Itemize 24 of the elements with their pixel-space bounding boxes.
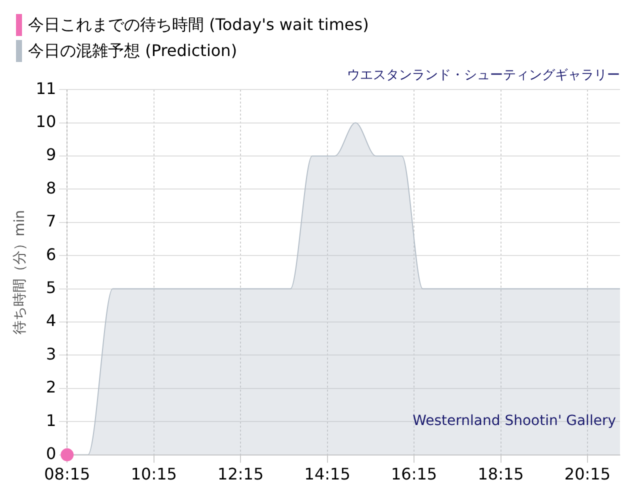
x-tick-label: 12:15 — [218, 464, 264, 484]
legend-label: 今日これまでの待ち時間 (Today's wait times) — [28, 14, 369, 36]
y-tick-label: 0 — [46, 444, 56, 463]
x-tick-label: 20:15 — [564, 464, 611, 484]
chart-title: ウエスタンランド・シューティングギャラリー — [347, 68, 620, 84]
y-tick-label: 11 — [36, 78, 56, 98]
y-tick-label: 9 — [46, 145, 56, 164]
y-tick-label: 2 — [46, 378, 56, 397]
y-axis-title: 待ち時間（分）min — [12, 210, 28, 334]
x-tick-label: 14:15 — [304, 464, 350, 484]
x-tick-label: 08:15 — [44, 464, 90, 484]
y-tick-label: 6 — [46, 244, 56, 264]
y-tick-label: 8 — [46, 178, 56, 198]
y-tick-label: 5 — [46, 278, 56, 297]
y-tick-label: 4 — [46, 311, 56, 330]
legend-label: 今日の混雑予想 (Prediction) — [28, 40, 238, 62]
y-tick-label: 1 — [46, 410, 56, 430]
x-tick-label: 10:15 — [130, 464, 177, 484]
annotation: Westernland Shootin' Gallery — [412, 412, 616, 429]
y-tick-label: 7 — [46, 212, 56, 231]
x-tick-label: 18:15 — [478, 464, 524, 484]
y-tick-label: 10 — [36, 112, 56, 131]
x-tick-label: 16:15 — [390, 464, 438, 484]
y-tick-label: 3 — [46, 344, 56, 364]
